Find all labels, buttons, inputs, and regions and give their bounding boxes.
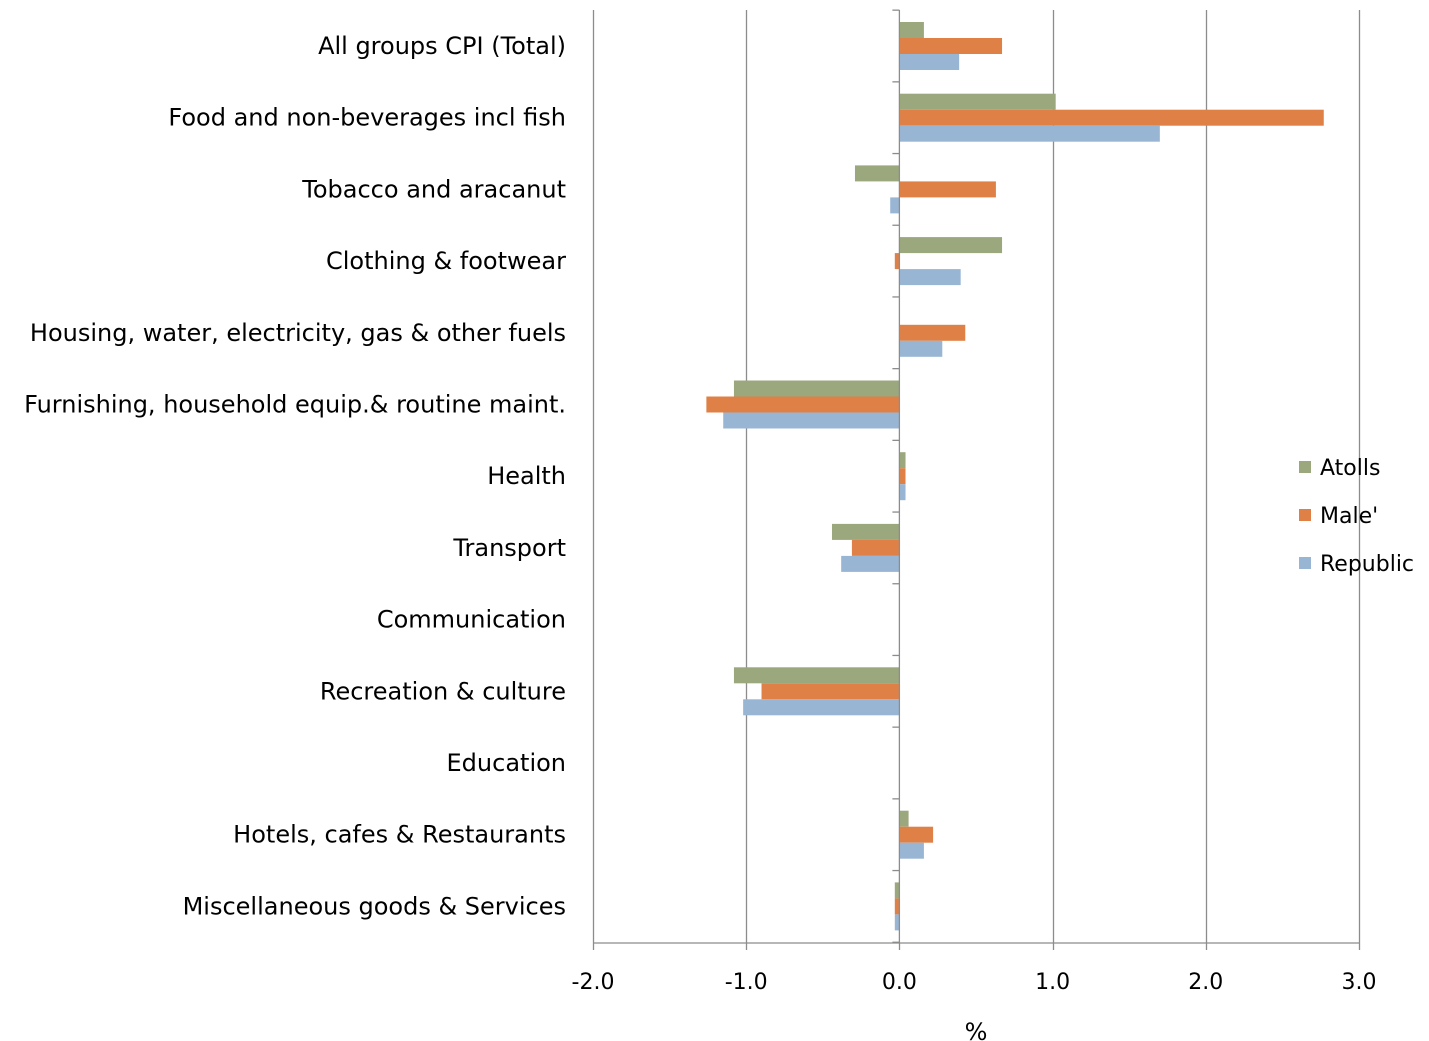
bar-republic-1: [899, 125, 1160, 142]
category-label: Furnishing, household equip.& routine ma…: [24, 391, 566, 419]
bar-male-4: [899, 324, 966, 341]
category-label: Recreation & culture: [320, 677, 566, 705]
category-label: Tobacco and aracanut: [301, 175, 566, 203]
bar-atolls-12: [894, 882, 900, 899]
bar-atolls-1: [899, 93, 1056, 110]
bar-atolls-9: [733, 667, 900, 684]
legend-swatch: [1299, 461, 1311, 473]
bar-republic-0: [899, 54, 960, 70]
legend-label: Male': [1320, 504, 1378, 529]
bar-atolls-6: [899, 452, 906, 469]
bar-atolls-11: [899, 810, 909, 827]
bar-male-1: [899, 109, 1324, 126]
bar-male-0: [899, 38, 1003, 54]
x-tick-labels: -2.0 -1.0 0.0 1.0 2.0 3.0: [572, 970, 1377, 995]
x-tick-label: 3.0: [1342, 970, 1377, 995]
x-tick-label: 0.0: [882, 970, 917, 995]
legend-label: Republic: [1320, 552, 1414, 577]
legend-swatch: [1299, 557, 1311, 569]
bar-atolls-5: [733, 380, 900, 397]
legend-label: Atolls: [1320, 456, 1380, 481]
category-label: Education: [447, 749, 566, 777]
bar-male-12: [894, 898, 900, 915]
bar-republic-7: [841, 555, 900, 572]
bar-republic-11: [899, 842, 924, 859]
category-label: Communication: [377, 606, 566, 634]
bars: [706, 22, 1324, 931]
bar-atolls-3: [899, 237, 1003, 254]
bar-republic-4: [899, 340, 943, 357]
category-label: Health: [487, 462, 566, 490]
bar-male-11: [899, 826, 934, 843]
bar-male-5: [706, 396, 900, 413]
bar-male-9: [761, 683, 900, 700]
bar-republic-9: [743, 699, 900, 716]
x-tick-label: -1.0: [725, 970, 768, 995]
category-label: All groups CPI (Total): [318, 32, 566, 60]
bar-republic-12: [894, 914, 900, 931]
bar-atolls-7: [831, 523, 900, 540]
zero-axis: [892, 9, 901, 943]
category-label: Food and non-beverages incl fish: [168, 104, 566, 132]
bar-atolls-0: [899, 22, 924, 38]
category-labels: All groups CPI (Total) Food and non-bever…: [24, 32, 566, 920]
x-axis-title: %: [965, 1018, 988, 1041]
x-tick-label: 2.0: [1188, 970, 1223, 995]
bar-republic-3: [899, 269, 961, 286]
category-label: Hotels, cafes & Restaurants: [233, 821, 566, 849]
bar-male-7: [851, 539, 900, 556]
x-tick-label: -2.0: [572, 970, 615, 995]
gridlines: [592, 10, 1361, 950]
category-label: Clothing & footwear: [326, 247, 566, 275]
category-label: Transport: [452, 534, 566, 562]
x-tick-label: 1.0: [1035, 970, 1070, 995]
category-label: Housing, water, electricity, gas & other…: [30, 319, 566, 347]
legend-swatch: [1299, 509, 1311, 521]
legend: Atolls Male' Republic: [1299, 456, 1414, 577]
bar-republic-2: [890, 197, 900, 214]
bar-male-3: [894, 253, 900, 270]
category-label: Miscellaneous goods & Services: [183, 892, 566, 920]
bar-republic-5: [723, 412, 900, 429]
bar-male-6: [899, 468, 906, 485]
bar-male-2: [899, 181, 996, 198]
bar-republic-6: [899, 484, 906, 501]
bar-atolls-2: [854, 165, 900, 182]
